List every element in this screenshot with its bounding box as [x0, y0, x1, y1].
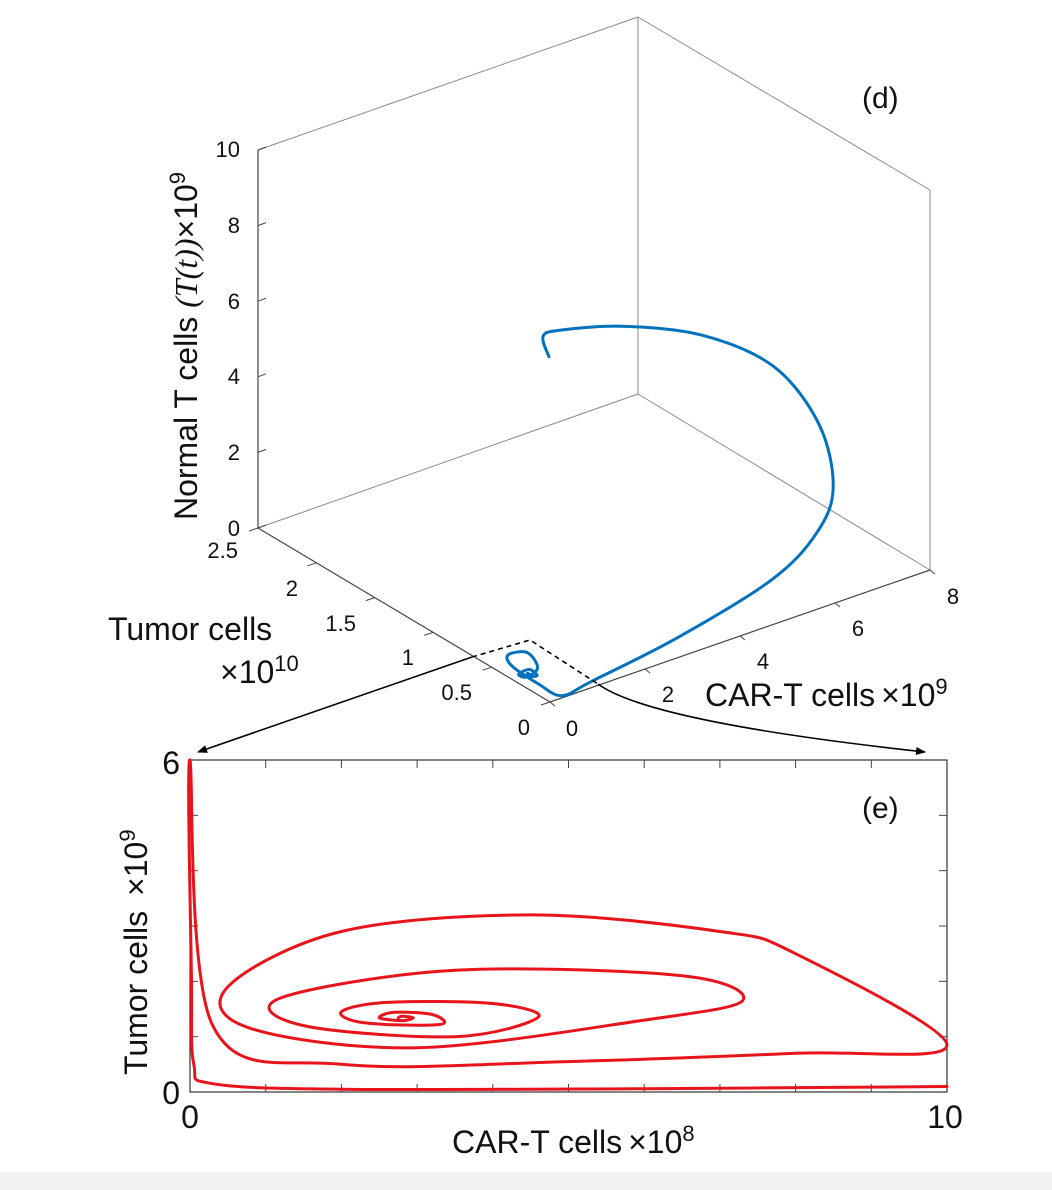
panel-d: 0 2 4 6 8 10 2.5 2 1.5 1 0.5 0 0 2 4 6 8…: [108, 16, 959, 741]
z-tick-label: 4: [228, 364, 240, 389]
z-tick-label: 8: [228, 213, 240, 238]
z-tick-mark: [257, 448, 267, 453]
z-tick-label: 0: [228, 516, 240, 541]
z-tick-label: 2: [228, 440, 240, 465]
x-tick-label: 8: [947, 584, 959, 609]
tick-marks-3d: [248, 146, 936, 707]
x-tick-mark: [549, 701, 556, 707]
y-tick-label: 1.5: [325, 611, 356, 636]
x-tick-mark: [644, 668, 651, 674]
series-line-3d: [505, 324, 835, 698]
series-line-2d: [187, 758, 949, 1092]
y-tick-label: 2.5: [207, 538, 238, 563]
y-tick-label: 2: [286, 576, 298, 601]
x-axis-label: CAR-T cells ×108: [452, 1121, 695, 1160]
y-tick-mark: [307, 562, 317, 567]
zoom-indicator: [197, 639, 926, 755]
z-tick-label: 6: [228, 289, 240, 314]
x-tick-mark: [929, 569, 936, 575]
x-tick-label: 6: [852, 616, 864, 641]
bottom-strip: [0, 1172, 1052, 1190]
panel-label-e: (e): [862, 792, 899, 825]
y-tick-mark: [540, 701, 551, 706]
x-tick-label: 4: [757, 649, 769, 674]
y-axis-label: Tumor cells: [108, 611, 272, 647]
x-tick-label: 10: [927, 1099, 963, 1135]
box-edge-top-left: [257, 16, 639, 151]
x-tick-label: 0: [566, 716, 578, 741]
y-tick-mark: [424, 631, 434, 636]
z-tick-mark: [257, 222, 267, 227]
box-edge-back-floor-right: [637, 393, 931, 571]
y-tick-mark: [482, 666, 492, 671]
y-tick-label: 6: [162, 745, 180, 781]
y-axis-multiplier: ×1010: [220, 651, 299, 690]
z-tick-mark: [257, 524, 267, 529]
y-tick-label: 1: [402, 645, 414, 670]
z-axis-label: Normal T cells (T(t))×109: [165, 172, 204, 520]
panel-label-d: (d): [862, 82, 899, 115]
y-tick-mark: [248, 527, 259, 532]
x-axis-label: CAR-T cells ×109: [705, 674, 948, 713]
z-tick-mark: [257, 373, 267, 378]
zoom-arrow-right: [597, 683, 926, 755]
z-tick-label: 10: [216, 137, 240, 162]
x-tick-label: 2: [662, 682, 674, 707]
y-tick-mark: [365, 597, 375, 602]
z-tick-mark: [257, 146, 267, 151]
y-tick-label: 0: [518, 715, 530, 740]
x-tick-mark: [834, 602, 841, 608]
panel-e: 6 0 0 10 Tumor cells ×109 CAR-T cells ×10…: [115, 745, 963, 1160]
y-axis-line: [257, 527, 551, 703]
y-tick-label: 0.5: [441, 680, 472, 705]
tick-marks-2d: [190, 760, 947, 1092]
box-edge-back-floor-left: [257, 393, 639, 529]
zoom-box-dashed: [471, 639, 599, 685]
z-tick-mark: [257, 297, 267, 302]
plot-frame: [189, 759, 948, 1093]
x-tick-mark: [739, 635, 746, 641]
y-axis-label: Tumor cells ×109: [115, 829, 154, 1075]
y-tick-label: 0: [162, 1075, 180, 1111]
x-tick-label: 0: [181, 1099, 199, 1135]
box-edge-top-right: [637, 16, 931, 191]
zoom-arrow-left: [197, 656, 473, 753]
